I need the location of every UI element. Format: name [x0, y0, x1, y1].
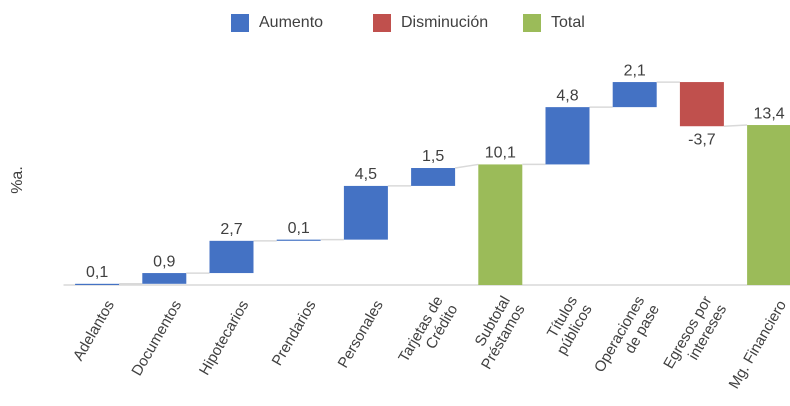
- data-label: 4,8: [556, 87, 578, 104]
- legend-label: Disminución: [401, 14, 488, 31]
- data-label: 13,4: [754, 105, 785, 122]
- data-label: 4,5: [355, 166, 377, 183]
- data-label: 10,1: [485, 145, 516, 162]
- x-tick-label: Adelantos: [70, 297, 118, 363]
- bar: [209, 240, 254, 274]
- bar: [75, 283, 120, 285]
- data-label: 2,1: [624, 62, 646, 79]
- x-tick-label: Prendarios: [269, 297, 320, 368]
- legend-swatch: [523, 14, 541, 32]
- data-label: 0,1: [86, 264, 108, 281]
- data-label: 2,7: [220, 221, 242, 238]
- bar: [612, 82, 657, 108]
- bar: [142, 273, 187, 284]
- legend-label: Total: [551, 14, 585, 31]
- legend-label: Aumento: [259, 14, 323, 31]
- bar: [478, 164, 523, 285]
- y-axis-label: %a.: [9, 166, 26, 194]
- x-tick-label: Personales: [335, 297, 387, 370]
- x-tick-label: Hipotecarios: [196, 297, 252, 378]
- bar: [679, 82, 724, 127]
- bar: [545, 107, 590, 165]
- legend-swatch: [373, 14, 391, 32]
- bar: [343, 185, 388, 240]
- data-label: 1,5: [422, 148, 444, 165]
- x-tick-label: Mg. Financiero: [726, 297, 790, 391]
- x-tick-label: Documentos: [128, 297, 185, 378]
- bar: [747, 125, 790, 285]
- connector: [723, 124, 748, 127]
- data-label: 0,9: [153, 253, 175, 270]
- bar: [276, 239, 321, 241]
- bar: [411, 168, 456, 186]
- connector: [454, 163, 479, 169]
- data-label: 0,1: [288, 220, 310, 237]
- data-label: -3,7: [688, 131, 716, 148]
- legend-swatch: [231, 14, 249, 32]
